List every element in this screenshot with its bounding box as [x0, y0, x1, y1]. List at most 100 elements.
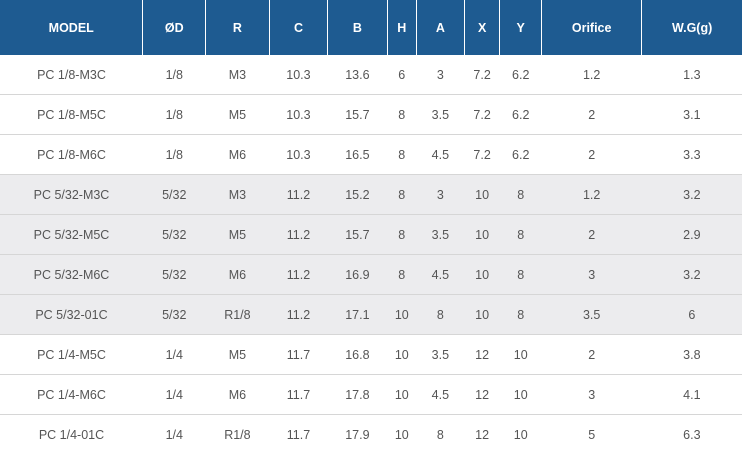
- cell-h: 8: [387, 95, 416, 135]
- cell-y: 8: [500, 255, 542, 295]
- cell-orifice: 1.2: [542, 55, 642, 95]
- cell-r: M5: [206, 95, 270, 135]
- cell-a: 3.5: [416, 215, 464, 255]
- cell-h: 10: [387, 335, 416, 375]
- cell-model: PC 5/32-M6C: [0, 255, 143, 295]
- cell-h: 8: [387, 175, 416, 215]
- cell-x: 7.2: [464, 95, 499, 135]
- cell-diameter: 1/4: [143, 335, 206, 375]
- header-orifice: Orifice: [542, 0, 642, 55]
- header-c: C: [269, 0, 327, 55]
- cell-c: 11.2: [269, 215, 327, 255]
- cell-diameter: 1/4: [143, 375, 206, 415]
- cell-b: 16.8: [328, 335, 387, 375]
- cell-r: M5: [206, 335, 270, 375]
- cell-b: 17.9: [328, 415, 387, 454]
- cell-weight: 3.8: [642, 335, 742, 375]
- cell-c: 11.2: [269, 175, 327, 215]
- cell-diameter: 5/32: [143, 175, 206, 215]
- cell-r: R1/8: [206, 415, 270, 454]
- cell-diameter: 1/8: [143, 135, 206, 175]
- cell-weight: 3.3: [642, 135, 742, 175]
- cell-weight: 6.3: [642, 415, 742, 454]
- cell-weight: 3.2: [642, 175, 742, 215]
- cell-diameter: 1/8: [143, 95, 206, 135]
- cell-y: 6.2: [500, 55, 542, 95]
- cell-model: PC 1/4-M6C: [0, 375, 143, 415]
- cell-r: M3: [206, 175, 270, 215]
- cell-h: 10: [387, 295, 416, 335]
- header-h: H: [387, 0, 416, 55]
- cell-model: PC 5/32-M3C: [0, 175, 143, 215]
- cell-b: 13.6: [328, 55, 387, 95]
- header-weight: W.G(g): [642, 0, 742, 55]
- cell-orifice: 3: [542, 375, 642, 415]
- cell-y: 6.2: [500, 95, 542, 135]
- cell-a: 3.5: [416, 335, 464, 375]
- cell-r: M6: [206, 255, 270, 295]
- cell-b: 17.8: [328, 375, 387, 415]
- cell-orifice: 2: [542, 335, 642, 375]
- cell-orifice: 3.5: [542, 295, 642, 335]
- cell-y: 8: [500, 175, 542, 215]
- cell-h: 6: [387, 55, 416, 95]
- cell-y: 10: [500, 415, 542, 454]
- cell-orifice: 1.2: [542, 175, 642, 215]
- cell-r: M5: [206, 215, 270, 255]
- cell-x: 10: [464, 215, 499, 255]
- cell-r: M3: [206, 55, 270, 95]
- header-model: MODEL: [0, 0, 143, 55]
- cell-b: 15.7: [328, 215, 387, 255]
- table-header: MODEL ØD R C B H A X Y Orifice W.G(g): [0, 0, 742, 55]
- cell-h: 10: [387, 375, 416, 415]
- cell-model: PC 1/8-M6C: [0, 135, 143, 175]
- cell-diameter: 5/32: [143, 255, 206, 295]
- cell-a: 4.5: [416, 375, 464, 415]
- header-x: X: [464, 0, 499, 55]
- cell-orifice: 2: [542, 215, 642, 255]
- cell-c: 11.7: [269, 415, 327, 454]
- cell-x: 12: [464, 415, 499, 454]
- cell-diameter: 5/32: [143, 215, 206, 255]
- cell-weight: 2.9: [642, 215, 742, 255]
- cell-x: 10: [464, 295, 499, 335]
- cell-model: PC 1/8-M3C: [0, 55, 143, 95]
- cell-model: PC 1/8-M5C: [0, 95, 143, 135]
- cell-c: 10.3: [269, 55, 327, 95]
- cell-a: 3: [416, 55, 464, 95]
- cell-weight: 3.2: [642, 255, 742, 295]
- cell-orifice: 2: [542, 95, 642, 135]
- header-b: B: [328, 0, 387, 55]
- header-diameter: ØD: [143, 0, 206, 55]
- cell-c: 11.2: [269, 255, 327, 295]
- cell-a: 3.5: [416, 95, 464, 135]
- header-r: R: [206, 0, 270, 55]
- cell-c: 10.3: [269, 95, 327, 135]
- cell-a: 8: [416, 295, 464, 335]
- cell-r: M6: [206, 375, 270, 415]
- cell-c: 11.7: [269, 375, 327, 415]
- cell-model: PC 1/4-M5C: [0, 335, 143, 375]
- cell-h: 10: [387, 415, 416, 454]
- cell-y: 6.2: [500, 135, 542, 175]
- cell-c: 11.7: [269, 335, 327, 375]
- cell-b: 15.2: [328, 175, 387, 215]
- cell-x: 12: [464, 335, 499, 375]
- cell-x: 7.2: [464, 55, 499, 95]
- cell-x: 12: [464, 375, 499, 415]
- cell-b: 15.7: [328, 95, 387, 135]
- cell-weight: 1.3: [642, 55, 742, 95]
- cell-h: 8: [387, 255, 416, 295]
- cell-model: PC 1/4-01C: [0, 415, 143, 454]
- cell-model: PC 5/32-01C: [0, 295, 143, 335]
- cell-y: 10: [500, 335, 542, 375]
- cell-orifice: 2: [542, 135, 642, 175]
